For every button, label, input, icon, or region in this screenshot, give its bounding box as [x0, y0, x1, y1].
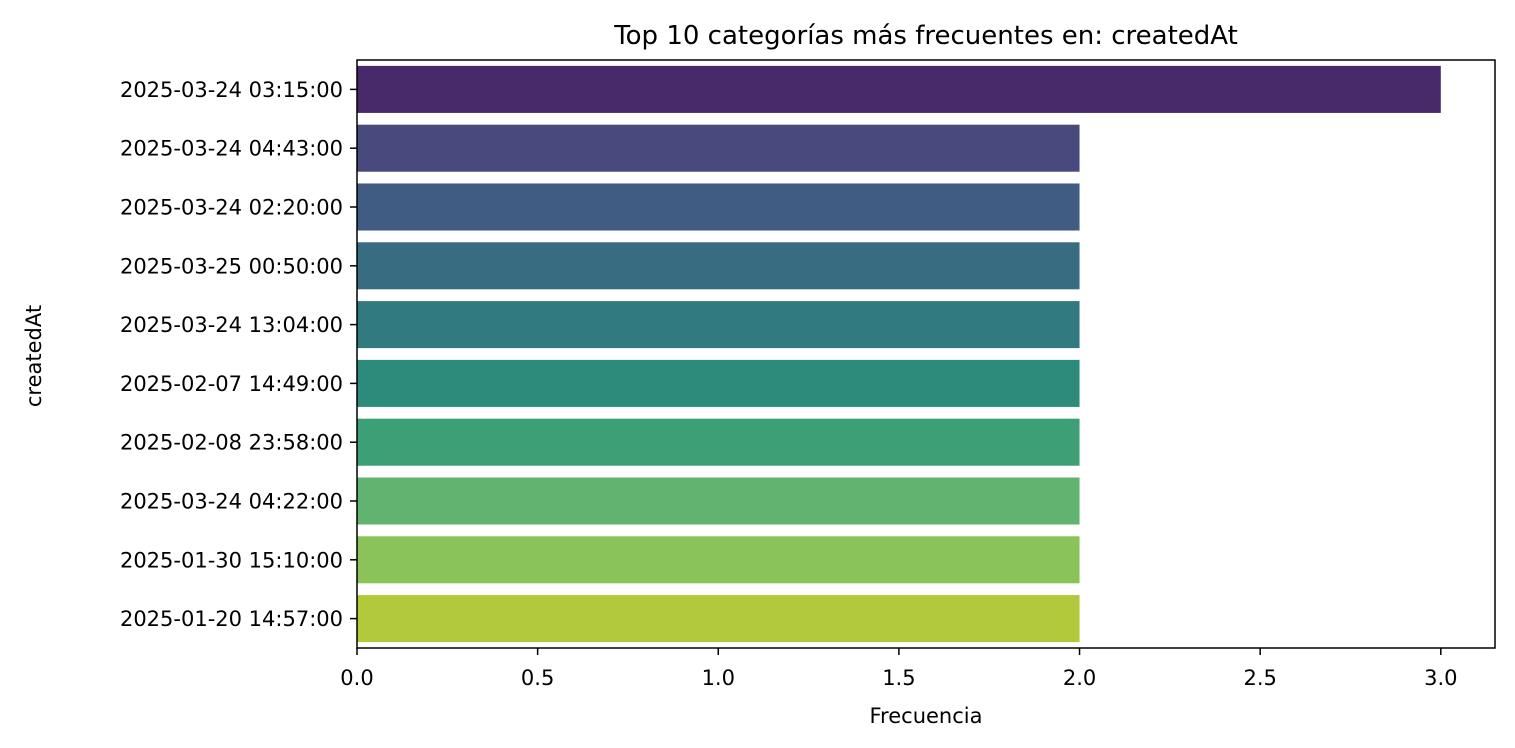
- y-tick-label: 2025-03-24 03:15:00: [120, 78, 343, 102]
- y-tick-label: 2025-01-20 14:57:00: [120, 607, 343, 631]
- bar-1: [357, 124, 1080, 172]
- x-tick-label: 1.5: [882, 666, 915, 690]
- x-axis-label: Frecuencia: [870, 704, 983, 728]
- bar-4: [357, 301, 1080, 349]
- y-tick-label: 2025-03-24 04:22:00: [120, 490, 343, 514]
- chart-title: Top 10 categorías más frecuentes en: cre…: [613, 21, 1238, 51]
- y-axis-label: createdAt: [22, 305, 46, 407]
- bar-7: [357, 477, 1080, 525]
- bar-2: [357, 183, 1080, 231]
- bar-5: [357, 359, 1080, 407]
- x-tick-label: 2.0: [1063, 666, 1096, 690]
- y-tick-label: 2025-03-24 02:20:00: [120, 196, 343, 220]
- plot-frame: [356, 59, 1496, 649]
- x-tick-label: 0.5: [521, 666, 554, 690]
- bars-group: [357, 65, 1441, 643]
- y-tick-label: 2025-02-07 14:49:00: [120, 372, 343, 396]
- x-tick-label: 2.5: [1243, 666, 1276, 690]
- y-axis-ticks: 2025-03-24 03:15:00 2025-03-24 04:43:00 20…: [120, 78, 357, 631]
- x-axis-ticks: 0.0 0.5 1.0 1.5 2.0 2.5 3.0: [340, 648, 1458, 690]
- bar-9: [357, 595, 1080, 643]
- bar-3: [357, 242, 1080, 290]
- bar-8: [357, 536, 1080, 584]
- y-tick-label: 2025-03-24 13:04:00: [120, 313, 343, 337]
- y-tick-label: 2025-03-24 04:43:00: [120, 137, 343, 161]
- y-tick-label: 2025-02-08 23:58:00: [120, 431, 343, 455]
- bar-0: [357, 65, 1441, 113]
- x-tick-label: 1.0: [702, 666, 735, 690]
- y-tick-label: 2025-01-30 15:10:00: [120, 548, 343, 572]
- x-tick-label: 0.0: [340, 666, 373, 690]
- y-tick-label: 2025-03-25 00:50:00: [120, 254, 343, 278]
- bar-6: [357, 418, 1080, 466]
- x-tick-label: 3.0: [1424, 666, 1457, 690]
